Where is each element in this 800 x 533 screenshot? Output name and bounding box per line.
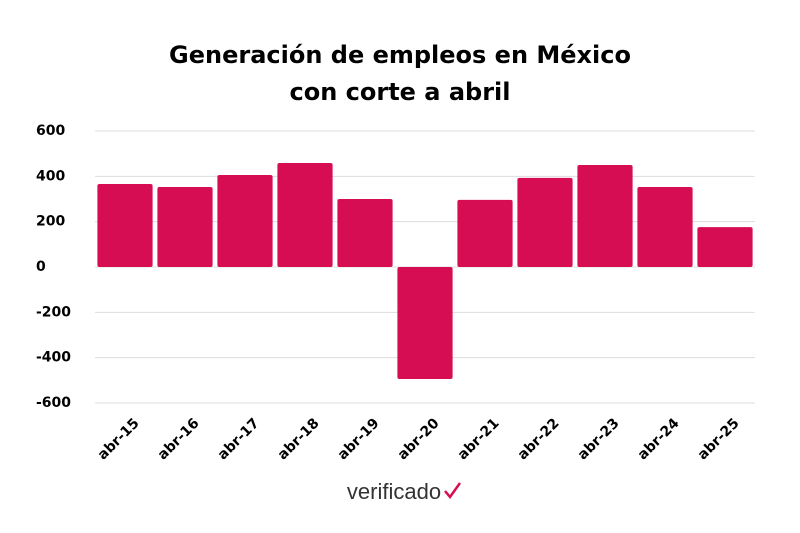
x-tick-label: abr-17 — [215, 415, 263, 463]
x-tick-label: abr-24 — [635, 415, 683, 463]
y-tick-label: 400 — [36, 168, 65, 184]
x-tick-label: abr-20 — [395, 415, 443, 463]
chart-title: con corte a abril — [289, 78, 510, 106]
bar — [157, 186, 213, 267]
bar — [337, 199, 393, 267]
x-tick-label: abr-21 — [455, 415, 503, 463]
y-tick-label: 200 — [36, 214, 65, 230]
y-tick-label: 0 — [36, 259, 46, 275]
x-tick-label: abr-22 — [515, 415, 563, 463]
bar — [277, 162, 333, 267]
bar — [697, 227, 753, 267]
x-tick-label: abr-19 — [335, 415, 383, 463]
x-tick-label: abr-25 — [695, 415, 743, 463]
bar — [517, 177, 573, 267]
bar — [217, 174, 273, 267]
logo-check — [444, 482, 462, 500]
bar — [97, 184, 153, 267]
bar — [397, 267, 453, 379]
y-tick-label: 600 — [36, 123, 65, 139]
y-tick-label: -600 — [36, 395, 71, 411]
y-tick-label: -200 — [36, 304, 71, 320]
x-tick-label: abr-18 — [275, 415, 323, 463]
bar — [577, 165, 633, 267]
source-logo: verificado — [347, 479, 441, 504]
x-tick-label: abr-23 — [575, 415, 623, 463]
bar — [457, 199, 513, 267]
chart-title: Generación de empleos en México — [169, 41, 631, 69]
x-tick-label: abr-15 — [95, 415, 143, 463]
y-tick-label: -400 — [36, 350, 71, 366]
x-tick-label: abr-16 — [155, 415, 203, 463]
bar — [637, 186, 693, 267]
